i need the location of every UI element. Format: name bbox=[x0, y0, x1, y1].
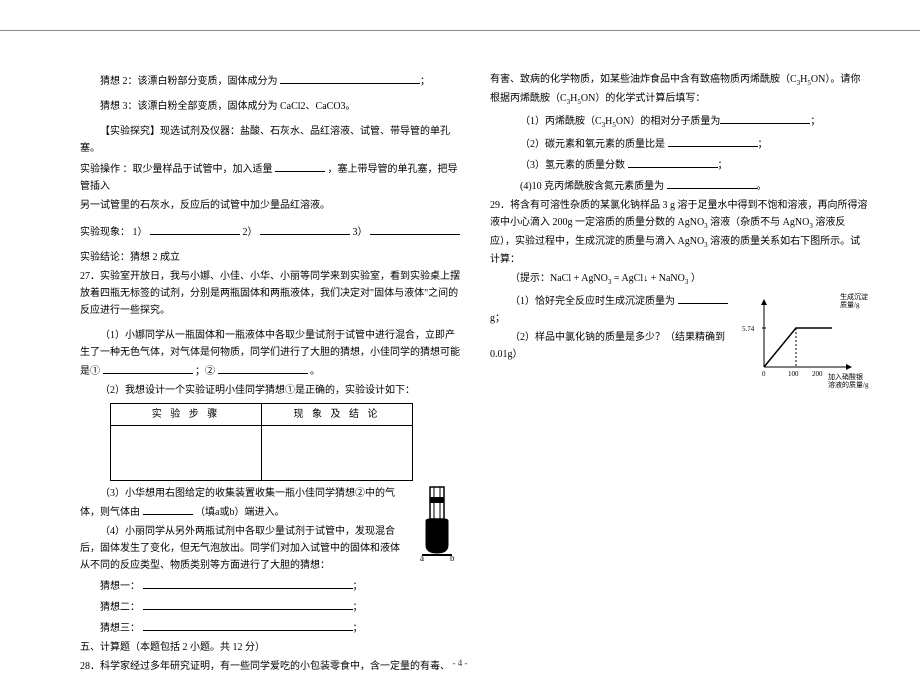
device-icon: a b bbox=[414, 485, 460, 565]
gb: 猜想二： bbox=[100, 602, 140, 613]
chart-xlabel2: 溶液的质量/g bbox=[828, 380, 869, 389]
blank bbox=[370, 222, 460, 235]
exp-intro2: 实验操作 ：取少量样品于试管中，加入适量 ，塞上带导管的单孔塞，把导管插入 bbox=[80, 159, 460, 195]
q27: 27．实验室开放日，我与小娜、小佳、小华、小丽等同学来到实验室，看到实验桌上摆放… bbox=[80, 268, 460, 319]
chart-x1: 100 bbox=[788, 370, 799, 378]
exp-intro3: 另一试管里的石灰水，反应后的试管中加少量品红溶液。 bbox=[80, 197, 460, 214]
r2: （2）碳元素和氧元素的质量比是 ； bbox=[490, 134, 870, 153]
r1: （1）丙烯酰胺（C3H5ON）的相对分子质量为； bbox=[490, 111, 870, 132]
exp-result-1: 实验现象： 1） bbox=[80, 227, 148, 238]
blank bbox=[678, 291, 728, 304]
table-row bbox=[111, 426, 413, 481]
guess-a: 猜想一： ； bbox=[80, 576, 460, 595]
exp-op-a: 实验操作 ：取少量样品于试管中，加入适量 bbox=[80, 164, 273, 175]
exp-result-3: 3） bbox=[353, 227, 368, 238]
chart-icon: 生成沉淀 质量/g 5.74 0 100 200 加入硝酸银 溶液的质量/g bbox=[740, 291, 870, 391]
left-column: 猜想 2：该漂白粉部分变质，固体成分为 ； 猜想 3：该漂白粉全部变质，固体成分… bbox=[80, 71, 460, 677]
q27-3: （3）小华想用右图给定的收集装置收集一瓶小佳同学猜想②中的气体，则气体由 （填a… bbox=[80, 485, 460, 521]
q27-1c: 。 bbox=[310, 366, 320, 377]
chart-xlabel1: 加入硝酸银 bbox=[828, 372, 863, 381]
gas-device-figure: a b bbox=[414, 485, 460, 571]
label-a: a bbox=[420, 553, 424, 563]
blank bbox=[668, 134, 758, 147]
q27-1: （1）小娜同学从一瓶固体和一瓶液体中各取少量试剂于试管中进行混合，立即产生了一种… bbox=[80, 327, 460, 380]
q29-1a: （1）恰好完全反应时生成沉淀质量为 bbox=[510, 296, 675, 307]
blank bbox=[150, 222, 240, 235]
q27-1b: ；② bbox=[195, 366, 215, 377]
right-intro: 有害、致病的化学物质，如某些油炸食品中含有致癌物质丙烯酰胺（C3H5ON）。请你… bbox=[490, 71, 870, 109]
q27-4: （4）小丽同学从另外两瓶试剂中各取少量试剂于试管中，发现混合后，固体发生了变化，… bbox=[80, 523, 460, 574]
r4: (4)10 克丙烯酰胺含氮元素质量为 。 bbox=[490, 176, 870, 195]
guess-c: 猜想三： ； bbox=[80, 618, 460, 637]
chart-ylabel-1: 生成沉淀 bbox=[840, 292, 868, 301]
q29: 29．将含有可溶性杂质的某氯化钠样品 3 g 溶于足量水中得到不饱和溶液，再向所… bbox=[490, 197, 870, 269]
label-b: b bbox=[450, 553, 455, 563]
q29-hint: （提示：NaCl + AgNO3 = AgCl↓ + NaNO3 ） bbox=[490, 270, 870, 289]
tbl-cell bbox=[111, 426, 262, 481]
tbl-h2: 现 象 及 结 论 bbox=[262, 404, 413, 426]
r4-text: (4)10 克丙烯酰胺含氮元素质量为 bbox=[520, 181, 664, 192]
tbl-h1: 实 验 步 骤 bbox=[111, 404, 262, 426]
guess-b: 猜想二： ； bbox=[80, 597, 460, 616]
precipitate-chart: 生成沉淀 质量/g 5.74 0 100 200 加入硝酸银 溶液的质量/g bbox=[740, 291, 870, 397]
blank bbox=[280, 71, 420, 84]
page-footer: - 4 - bbox=[0, 658, 920, 668]
blank bbox=[720, 111, 810, 124]
exp-result-2: 2） bbox=[243, 227, 258, 238]
chart-x0: 0 bbox=[762, 370, 766, 378]
gc: 猜想三： bbox=[100, 623, 140, 634]
guess2-text: 猜想 2：该漂白粉部分变质，固体成分为 bbox=[100, 76, 278, 87]
right-column: 有害、致病的化学物质，如某些油炸食品中含有致癌物质丙烯酰胺（C3H5ON）。请你… bbox=[490, 71, 870, 677]
r3-text: （3）氢元素的质量分数 bbox=[520, 160, 625, 171]
blank bbox=[260, 222, 350, 235]
chart-574: 5.74 bbox=[742, 325, 755, 333]
blank bbox=[103, 361, 193, 374]
r2-text: （2）碳元素和氧元素的质量比是 bbox=[520, 139, 665, 150]
q27-3b: （填a或b）端进入。 bbox=[195, 507, 284, 518]
q27-2: （2）我想设计一个实验证明小佳同学猜想①是正确的，实验设计如下： bbox=[80, 382, 460, 399]
blank bbox=[143, 597, 353, 610]
exp-result: 实验现象： 1） 2） 3） bbox=[80, 222, 460, 241]
blank bbox=[667, 176, 757, 189]
blank bbox=[143, 502, 193, 515]
chart-ylabel-2: 质量/g bbox=[840, 300, 860, 309]
ga: 猜想一： bbox=[100, 581, 140, 592]
tbl-cell bbox=[262, 426, 413, 481]
guess-3: 猜想 3：该漂白粉全部变质，固体成分为 CaCl2、CaCO3。 bbox=[80, 98, 460, 115]
blank bbox=[143, 576, 353, 589]
exp-conclusion: 实验结论：猜想 2 成立 bbox=[80, 249, 460, 266]
exp-intro1: 【实验探究】现选试剂及仪器：盐酸、石灰水、品红溶液、试管、带导管的单孔塞。 bbox=[80, 123, 460, 157]
blank bbox=[218, 361, 308, 374]
blank bbox=[275, 159, 325, 172]
section5: 五、计算题（本题包括 2 小题。共 12 分） bbox=[80, 639, 460, 656]
chart-x2: 200 bbox=[812, 370, 823, 378]
blank bbox=[628, 155, 718, 168]
table-row: 实 验 步 骤 现 象 及 结 论 bbox=[111, 404, 413, 426]
guess-2: 猜想 2：该漂白粉部分变质，固体成分为 ； bbox=[80, 71, 460, 90]
experiment-table: 实 验 步 骤 现 象 及 结 论 bbox=[110, 403, 413, 481]
blank bbox=[143, 618, 353, 631]
q29-1b: g； bbox=[490, 313, 505, 324]
r3: （3）氢元素的质量分数 ； bbox=[490, 155, 870, 174]
